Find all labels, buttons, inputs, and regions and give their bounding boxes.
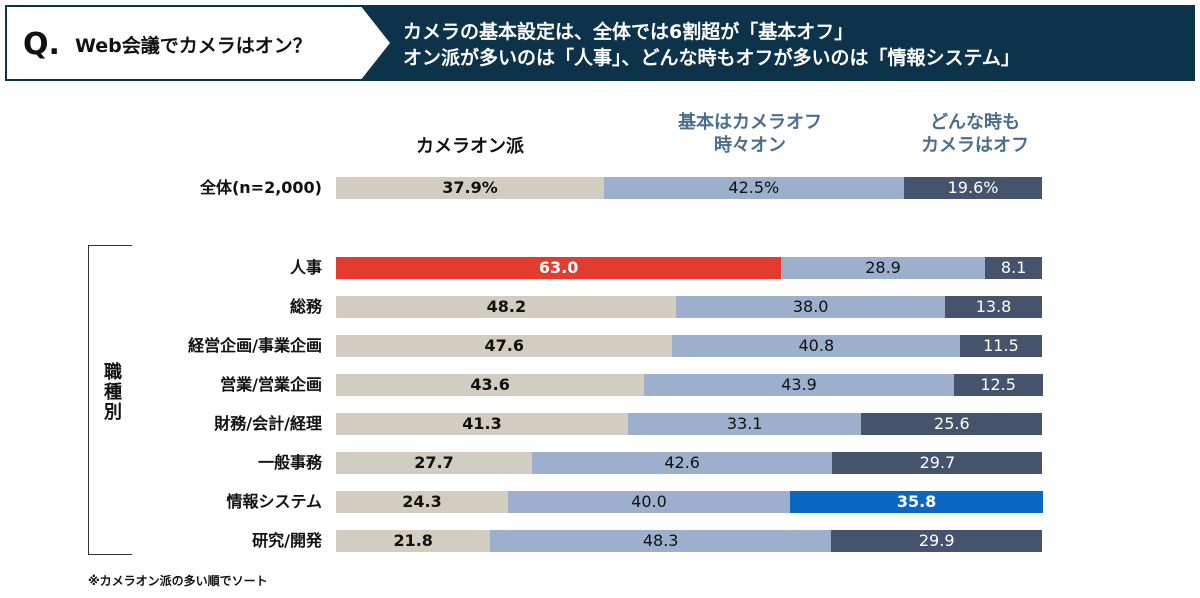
- bar-segment: 48.2: [336, 296, 677, 318]
- bar-segment: 40.8: [672, 335, 961, 357]
- row-label: 総務: [289, 297, 322, 316]
- bar-segment: 24.3: [336, 491, 509, 513]
- row-label: 経営企画/事業企画: [188, 336, 322, 355]
- subtitle-line-2: オン派が多いのは「人事」、どんな時もオフが多いのは「情報システム」: [403, 47, 1020, 69]
- legend-item: どんな時も: [930, 112, 1020, 133]
- legend-item: 基本はカメラオフ: [678, 112, 822, 133]
- header-banner: [5, 5, 1195, 81]
- bar-segment: 8.1: [984, 257, 1043, 279]
- row-label: 営業/営業企画: [220, 375, 322, 394]
- group-label: 職種別: [101, 362, 122, 422]
- group-bracket: [88, 245, 132, 555]
- row-label: 情報システム: [226, 492, 322, 511]
- subtitle: カメラの基本設定は、全体では6割超が「基本オフ」 オン派が多いのは「人事」、どん…: [403, 19, 1020, 71]
- legend-item: カメラオン派: [416, 136, 524, 157]
- header: Q. Web会議でカメラはオン？ カメラの基本設定は、全体では6割超が「基本オフ…: [5, 5, 1195, 81]
- bar-segment: 29.7: [832, 452, 1043, 474]
- bar-segment: 21.8: [336, 530, 491, 552]
- bar-segment: 29.9: [830, 530, 1043, 552]
- row-label: 財務/会計/経理: [214, 414, 322, 433]
- bar-segment: 13.8: [944, 296, 1043, 318]
- bar-segment: 48.3: [489, 530, 832, 552]
- bar-segment: 41.3: [336, 413, 629, 435]
- row-label: 人事: [289, 258, 322, 277]
- subtitle-line-1: カメラの基本設定は、全体では6割超が「基本オフ」: [403, 21, 854, 43]
- bar-segment: 12.5: [953, 374, 1043, 396]
- bar-segment: 42.5%: [603, 177, 905, 199]
- legend-item: カメラはオフ: [921, 135, 1029, 156]
- question-text: Web会議でカメラはオン？: [75, 35, 312, 57]
- bar-segment: 43.6: [336, 374, 645, 396]
- bar-segment: 43.9: [643, 374, 955, 396]
- bar-segment: 19.6%: [903, 177, 1043, 199]
- bar-segment: 28.9: [780, 257, 986, 279]
- bar-segment: 27.7: [336, 452, 533, 474]
- q-label: Q.: [23, 27, 60, 62]
- row-label: 研究/開発: [252, 531, 322, 550]
- row-label: 全体(n=2,000): [199, 178, 322, 197]
- bar-segment: 63.0: [336, 257, 782, 279]
- footnote: ※カメラオン派の多い順でソート: [88, 574, 268, 588]
- bar-segment: 40.0: [507, 491, 791, 513]
- bar-segment: 33.1: [627, 413, 862, 435]
- bar-segment: 42.6: [531, 452, 833, 474]
- bar-segment: 25.6: [861, 413, 1043, 435]
- bar-segment: 11.5: [960, 335, 1042, 357]
- bar-segment: 37.9%: [336, 177, 605, 199]
- bar-segment: 47.6: [336, 335, 673, 357]
- bar-segment: 35.8: [789, 491, 1044, 513]
- bar-segment: 38.0: [676, 296, 946, 318]
- row-label: 一般事務: [257, 453, 322, 472]
- legend-item: 時々オン: [714, 135, 786, 156]
